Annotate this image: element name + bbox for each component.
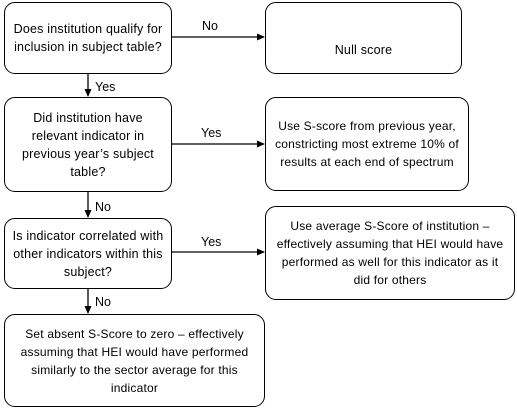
question-previous-year-text: Did institution have relevant indicator … [22, 110, 154, 179]
use-previous-score-text: Use S-score from previous year, constric… [275, 119, 459, 169]
use-previous-score-box: Use S-score from previous year, constric… [265, 97, 469, 191]
question-qualify-box: Does institution qualify for inclusion i… [4, 2, 172, 74]
label-no-qualify: No [202, 19, 218, 33]
label-yes-correlated: Yes [201, 235, 222, 249]
label-no-correlated: No [95, 295, 111, 309]
label-yes-qualify: Yes [95, 80, 116, 94]
use-average-score-box: Use average S-Score of institution – eff… [265, 206, 515, 300]
null-score-box: Null score [265, 2, 462, 74]
set-zero-box: Set absent S-Score to zero – effectively… [4, 314, 265, 407]
null-score-text: Null score [334, 43, 393, 57]
question-qualify-text: Does institution qualify for inclusion i… [13, 22, 163, 54]
use-average-score-text: Use average S-Score of institution – eff… [276, 219, 504, 287]
set-zero-text: Set absent S-Score to zero – effectively… [20, 326, 249, 395]
label-yes-previous: Yes [201, 126, 222, 140]
question-correlated-text: Is indicator correlated with other indic… [12, 228, 164, 279]
question-correlated-box: Is indicator correlated with other indic… [4, 218, 172, 289]
label-no-previous: No [95, 200, 111, 214]
question-previous-year-box: Did institution have relevant indicator … [4, 97, 172, 192]
